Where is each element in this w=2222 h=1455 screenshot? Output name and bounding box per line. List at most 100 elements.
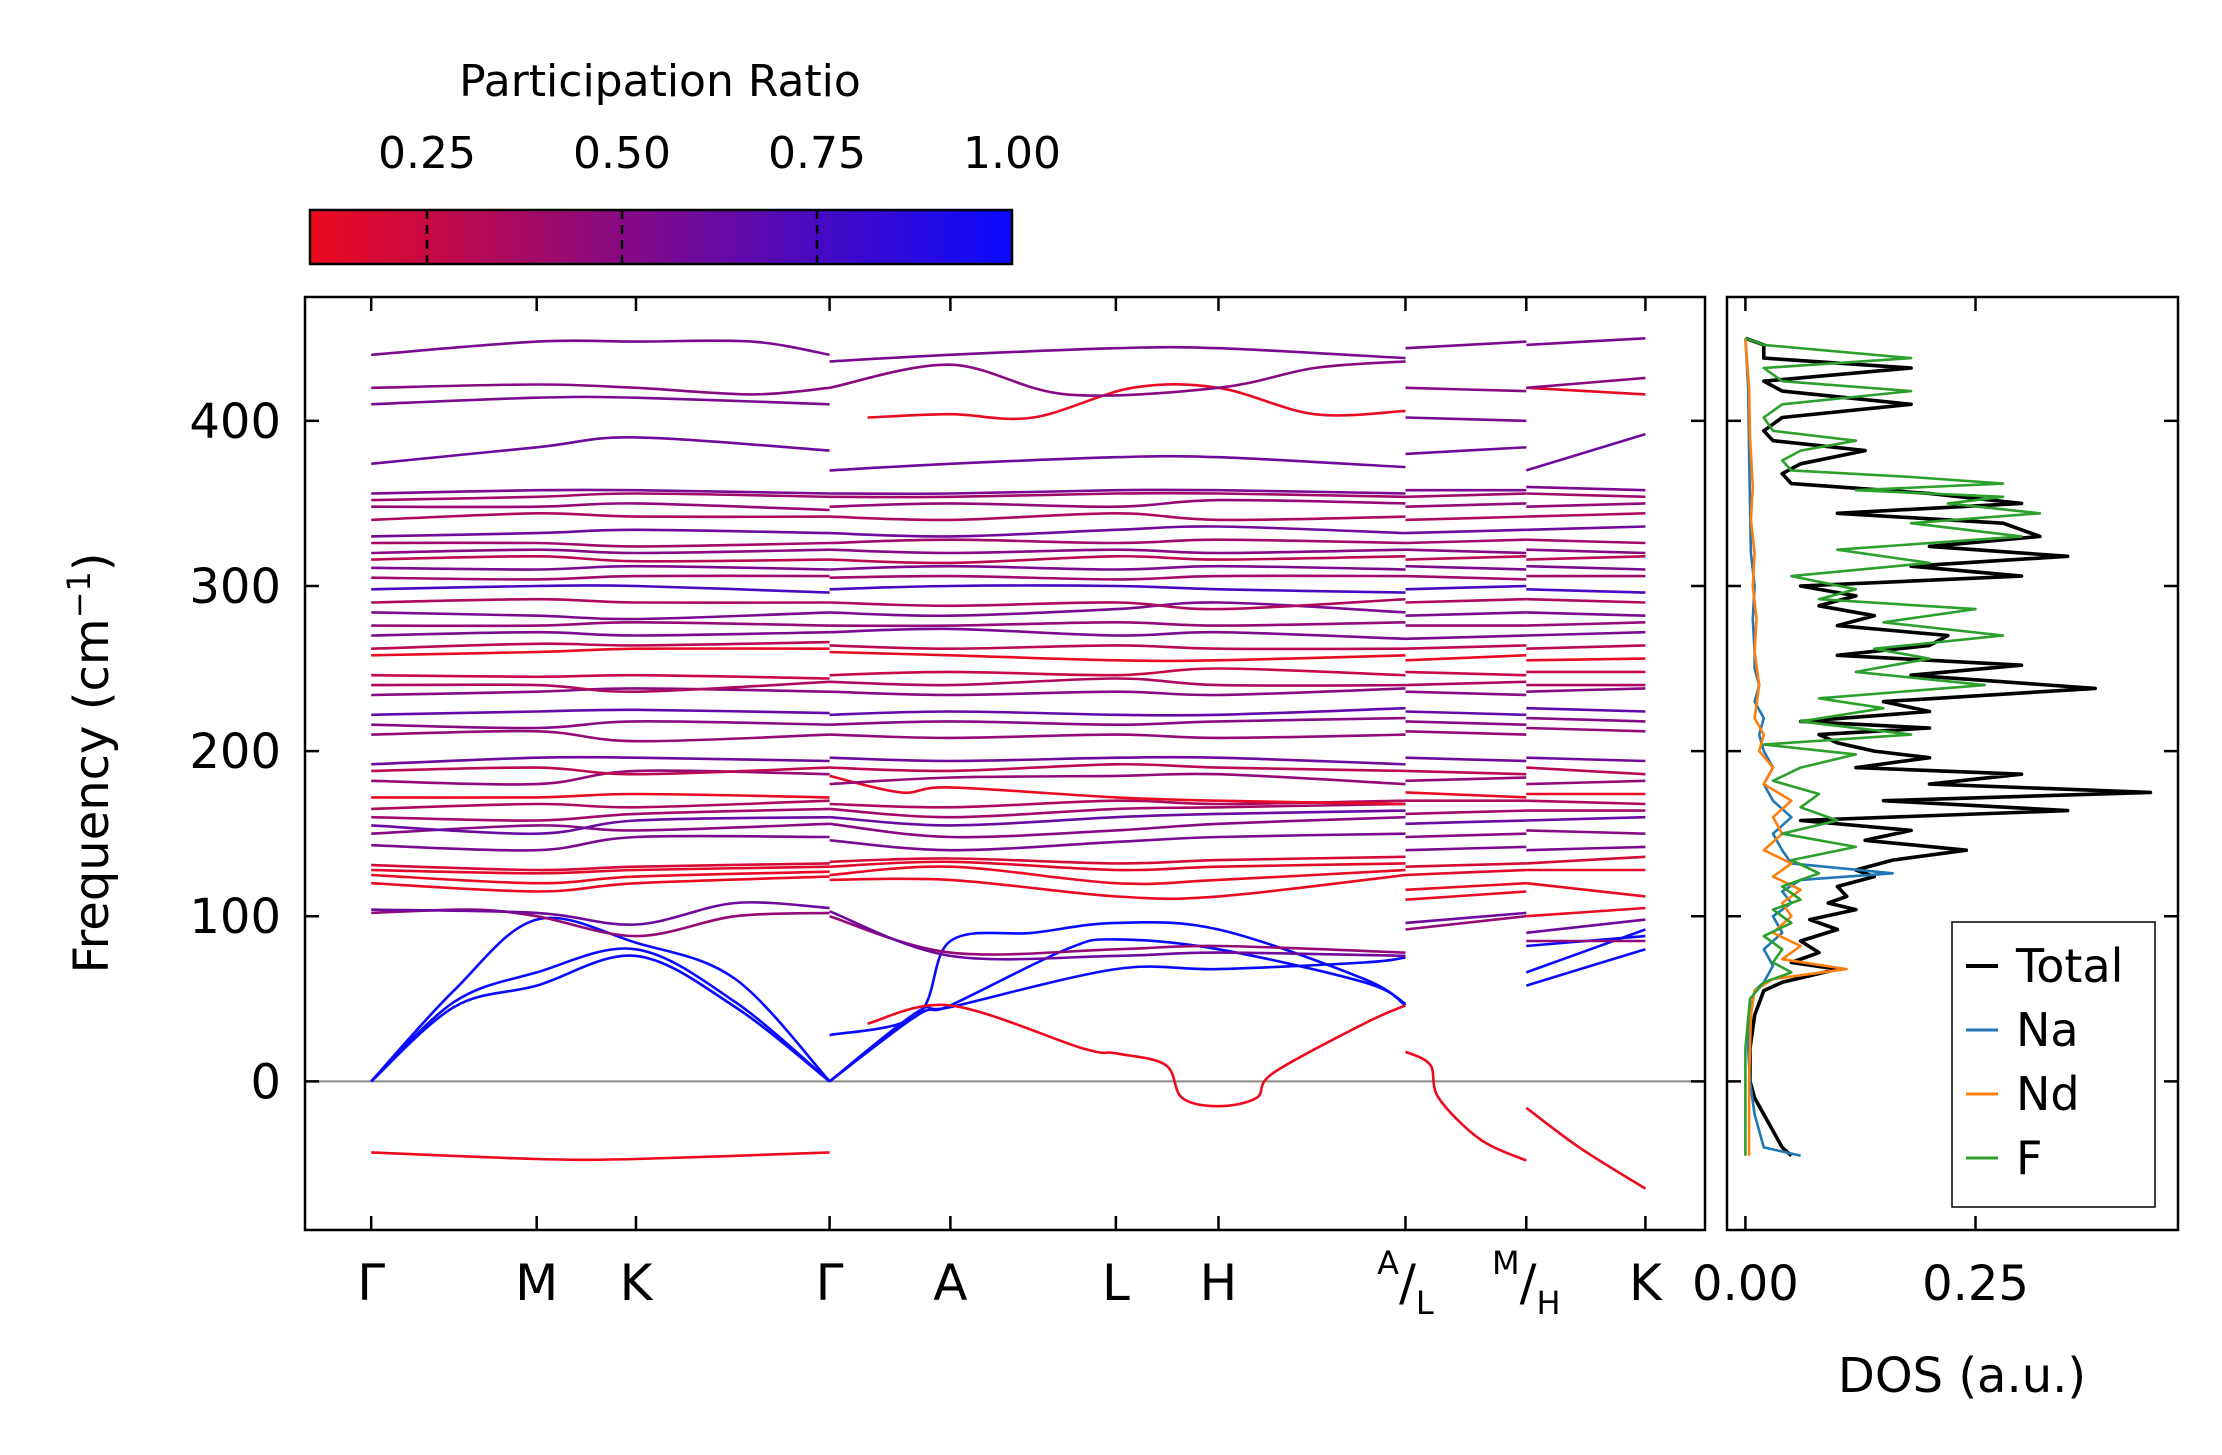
band-b285-seg-0	[371, 611, 830, 621]
band-b195-seg-3	[1526, 756, 1646, 763]
band-b330-seg-2	[1405, 528, 1527, 535]
band-b120-4-seg-1	[829, 855, 1406, 865]
band-b150-1-seg-1	[829, 815, 1406, 839]
band-b120-2-seg-2	[1405, 881, 1527, 892]
band-b245-seg-0	[371, 673, 830, 680]
band-b255-seg-3	[1526, 657, 1646, 662]
dos-legend: Total Na Nd F	[1951, 921, 2156, 1208]
band-b210-seg-2	[1405, 730, 1527, 736]
band-b195-seg-0	[371, 755, 830, 766]
band-b170-seg-2	[1405, 791, 1527, 799]
ytick-label-0: 0	[250, 1054, 281, 1110]
band-b220-seg-3	[1526, 706, 1646, 713]
band-b215-seg-1	[829, 716, 1406, 727]
frequency-axis-label: Frequency (cm−1)	[60, 552, 120, 973]
band-b120-4-seg-0	[371, 862, 830, 872]
ktick-label-2: K	[620, 1254, 654, 1312]
band-b310-seg-1	[829, 564, 1406, 571]
band-b370-seg-2	[1405, 446, 1527, 456]
band-b315-seg-3	[1526, 555, 1646, 561]
band-soft-mode-seg-0	[371, 1151, 830, 1162]
dos-xtick-label-0: 0.00	[1692, 1256, 1799, 1312]
band-b320-seg-2	[1405, 548, 1527, 555]
band-soft-mode-seg-3	[1525, 1106, 1647, 1190]
band-acoustic-2-seg-2	[1525, 948, 1646, 987]
band-b100-2-seg-3	[1526, 918, 1646, 935]
band-b400-seg-0	[867, 383, 1406, 421]
band-b120-4-seg-2	[1405, 862, 1527, 868]
band-b270-seg-0	[371, 630, 830, 637]
band-b320-seg-0	[371, 548, 830, 555]
band-acoustic-3-seg-2	[1525, 928, 1646, 974]
frequency-axis-label-close: )	[64, 552, 120, 571]
frequency-axis-ticks: 0 100 200 300 400	[189, 394, 1705, 1110]
band-b240-seg-0	[371, 680, 830, 694]
ktick-label-0: Γ	[357, 1254, 385, 1312]
band-b356-seg-0	[371, 488, 830, 495]
band-soft-mode-seg-2	[1404, 1050, 1527, 1162]
band-acoustic-2-seg-0	[370, 947, 831, 1083]
band-acoustic-3-seg-0	[370, 916, 831, 1083]
band-b330-seg-1	[829, 525, 1406, 538]
band-b215-seg-2	[1405, 720, 1527, 726]
band-b315-seg-0	[371, 554, 830, 563]
band-b265-seg-2	[1405, 644, 1527, 650]
colorbar-gradient	[308, 208, 1014, 266]
band-b195-seg-1	[829, 755, 1406, 766]
band-soft-mode-seg-1	[867, 1003, 1407, 1108]
band-b285-seg-2	[1405, 611, 1527, 617]
band-b370-seg-0	[371, 436, 830, 466]
colorbar-tick-label-3: 1.00	[963, 128, 1061, 179]
band-b100-2-seg-0	[371, 901, 830, 926]
band-b265-seg-0	[371, 640, 830, 650]
band-b440-seg-1	[829, 345, 1406, 363]
ktick-label-8: M/H	[1492, 1244, 1561, 1322]
band-b325-seg-3	[1526, 538, 1646, 545]
band-b120-4-seg-3	[1526, 855, 1646, 865]
band-b190-seg-0	[371, 766, 830, 776]
band-b210-seg-1	[829, 733, 1406, 740]
ktick-label-1: M	[515, 1254, 558, 1312]
band-b305-seg-2	[1405, 574, 1527, 581]
band-b348-seg-0	[371, 502, 830, 512]
band-b255-seg-1	[829, 650, 1406, 663]
band-b352-seg-0	[371, 492, 830, 502]
legend-label-f: F	[2016, 1131, 2042, 1185]
band-lines	[370, 337, 1647, 1190]
band-b420-seg-0	[371, 383, 830, 396]
band-b120-2-seg-1	[829, 865, 1406, 886]
legend-label-na: Na	[2016, 1003, 2079, 1057]
legend-label-total: Total	[2015, 939, 2123, 993]
band-b340-seg-0	[371, 511, 830, 522]
band-b310-seg-2	[1405, 564, 1527, 571]
band-b190-seg-2	[1405, 769, 1527, 776]
ktick-label-7: A/L	[1377, 1244, 1434, 1322]
band-b420-seg-3	[1526, 376, 1646, 390]
band-b180-seg-1	[829, 772, 1406, 786]
legend-label-nd: Nd	[2016, 1067, 2080, 1121]
band-b245-seg-1	[829, 667, 1406, 677]
band-b275-seg-3	[1526, 621, 1646, 627]
ktick-label-7-sub: L	[1416, 1284, 1434, 1322]
band-b410-seg-0	[371, 395, 830, 406]
band-b150-2-seg-2	[1405, 819, 1527, 826]
band-b215-seg-0	[371, 720, 830, 730]
band-b170-seg-0	[371, 792, 830, 799]
band-b235-seg-3	[1526, 687, 1646, 693]
band-b275-seg-0	[371, 620, 830, 628]
ytick-label-100: 100	[189, 889, 281, 945]
band-b190-seg-1	[829, 762, 1406, 773]
band-b255-seg-0	[371, 647, 830, 657]
band-b305-seg-1	[829, 574, 1406, 581]
band-b150-2-seg-3	[1526, 815, 1646, 822]
band-b265-seg-3	[1526, 644, 1646, 650]
dos-axis-label: DOS (a.u.)	[1838, 1348, 2086, 1404]
band-b305-seg-0	[371, 574, 830, 581]
dos-axis-ticks: 0.00 0.25	[1692, 297, 2178, 1312]
band-b220-seg-1	[829, 706, 1406, 717]
band-b170-seg-1	[829, 774, 1406, 806]
band-b330-seg-0	[371, 528, 830, 538]
band-b400-seg-1	[1526, 386, 1646, 396]
ytick-label-400: 400	[189, 394, 281, 450]
band-b325-seg-1	[829, 538, 1406, 545]
